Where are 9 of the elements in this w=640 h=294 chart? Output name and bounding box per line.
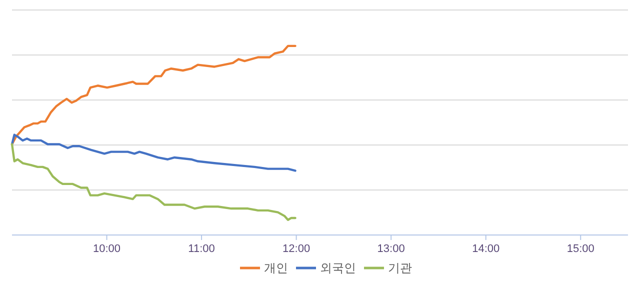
x-tick-label: 15:00 <box>566 243 594 255</box>
x-tick-label: 12:00 <box>282 243 310 255</box>
x-tick-label: 11:00 <box>188 243 215 255</box>
legend-label: 개인 <box>264 261 288 275</box>
legend-label: 외국인 <box>320 261 356 275</box>
x-tick-label: 10:00 <box>93 243 121 255</box>
legend-label: 기관 <box>388 261 412 275</box>
x-tick-label: 14:00 <box>472 243 500 255</box>
x-tick-label: 13:00 <box>377 243 405 255</box>
